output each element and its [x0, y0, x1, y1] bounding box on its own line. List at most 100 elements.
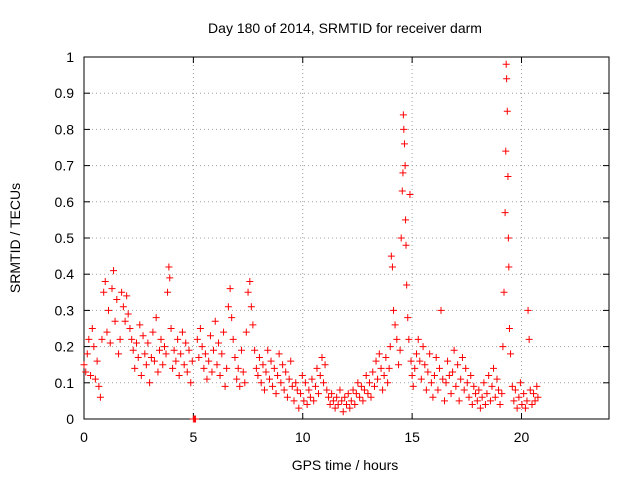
data-point	[470, 382, 478, 390]
data-point	[435, 364, 443, 372]
data-point	[80, 361, 88, 369]
data-point	[455, 397, 463, 405]
data-point	[305, 386, 313, 394]
data-point	[413, 350, 420, 358]
data-point	[172, 357, 180, 365]
data-point	[369, 368, 377, 376]
data-point	[298, 372, 306, 380]
data-point	[375, 350, 383, 358]
data-point	[201, 350, 209, 358]
data-point	[211, 317, 219, 325]
data-point	[154, 368, 162, 376]
data-point	[257, 379, 265, 387]
data-point	[165, 263, 173, 271]
data-point	[488, 382, 496, 390]
data-point	[193, 335, 201, 343]
data-point	[390, 306, 398, 314]
data-point	[113, 296, 121, 304]
data-point	[124, 310, 132, 318]
data-point	[288, 382, 296, 390]
data-point	[432, 353, 440, 361]
data-point	[157, 335, 165, 343]
data-point	[90, 343, 98, 351]
data-point	[224, 303, 232, 311]
data-point	[283, 393, 291, 401]
data-point	[233, 375, 241, 383]
data-point	[187, 379, 195, 387]
data-point	[439, 375, 447, 383]
data-point	[182, 339, 190, 347]
data-point	[521, 404, 529, 412]
data-point	[85, 335, 93, 343]
data-point	[195, 353, 203, 361]
data-point	[511, 386, 519, 394]
data-point	[218, 350, 226, 358]
data-point	[349, 386, 357, 394]
data-point	[88, 325, 96, 332]
y-tick-label: 0.2	[55, 339, 75, 355]
data-point	[123, 292, 131, 300]
data-point	[444, 357, 452, 365]
data-point	[226, 285, 234, 293]
data-point	[524, 306, 532, 314]
y-tick-label: 1	[66, 49, 74, 65]
data-point	[106, 339, 114, 347]
data-point	[505, 263, 513, 271]
data-point	[346, 404, 354, 412]
data-point	[367, 393, 375, 401]
data-point	[126, 325, 134, 332]
data-point	[391, 321, 399, 329]
data-point	[236, 382, 244, 390]
data-point	[481, 401, 489, 409]
data-point	[462, 364, 470, 372]
data-point	[473, 397, 481, 405]
data-point	[167, 325, 175, 332]
data-point	[502, 147, 510, 155]
data-point	[426, 350, 434, 358]
data-point	[290, 397, 298, 405]
y-tick-label: 0.6	[55, 194, 75, 210]
data-point	[396, 346, 404, 354]
data-point	[449, 368, 457, 376]
y-tick-label: 0	[66, 411, 74, 427]
data-point	[463, 379, 471, 387]
data-point	[246, 277, 254, 285]
data-point	[95, 382, 103, 390]
data-point	[507, 350, 515, 358]
data-point	[442, 379, 450, 387]
x-tick-label: 10	[295, 429, 311, 445]
data-point	[131, 364, 139, 372]
data-point	[311, 382, 319, 390]
data-point	[421, 361, 429, 369]
data-point	[365, 379, 373, 387]
y-tick-label: 0.9	[55, 85, 75, 101]
data-point	[401, 162, 409, 170]
y-tick-label: 0.3	[55, 302, 75, 318]
data-point	[452, 382, 460, 390]
data-point	[516, 379, 524, 387]
data-point	[205, 357, 213, 365]
data-point	[280, 386, 288, 394]
y-axis-label: SRMTID / TECUs	[7, 183, 23, 293]
data-point	[166, 274, 174, 282]
data-point	[231, 353, 239, 361]
data-point	[293, 386, 301, 394]
data-point	[351, 401, 359, 409]
data-point	[221, 382, 229, 390]
data-point	[264, 346, 272, 354]
data-point	[491, 393, 499, 401]
data-point	[318, 353, 326, 361]
data-point	[192, 415, 200, 423]
data-point	[518, 401, 526, 409]
y-tick-label: 0.1	[55, 375, 75, 391]
data-point	[483, 390, 491, 398]
data-point	[103, 328, 111, 336]
data-point	[200, 364, 208, 372]
data-point	[310, 397, 318, 405]
data-point	[170, 346, 178, 354]
data-point	[382, 353, 390, 361]
data-point	[465, 393, 473, 401]
data-point	[150, 357, 158, 365]
data-point	[408, 372, 416, 380]
data-point	[398, 187, 406, 195]
